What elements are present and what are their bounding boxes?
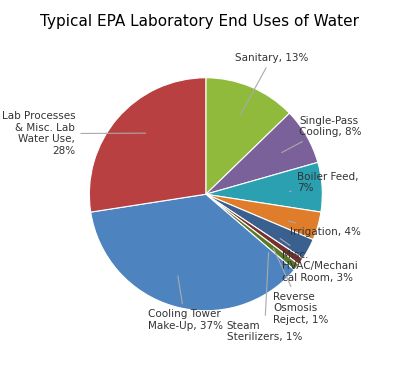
Wedge shape (206, 194, 321, 240)
Text: Steam
Sterilizers, 1%: Steam Sterilizers, 1% (227, 252, 302, 343)
Text: Single-Pass
Cooling, 8%: Single-Pass Cooling, 8% (282, 116, 362, 152)
Text: Lab Processes
& Misc. Lab
Water Use,
28%: Lab Processes & Misc. Lab Water Use, 28% (2, 111, 146, 156)
Wedge shape (206, 113, 318, 194)
Text: Misc.
HVAC/Mechani
cal Room, 3%: Misc. HVAC/Mechani cal Room, 3% (280, 239, 357, 283)
Wedge shape (91, 194, 294, 311)
Text: Irrigation, 4%: Irrigation, 4% (288, 221, 360, 236)
Wedge shape (206, 194, 303, 265)
Wedge shape (89, 78, 206, 212)
Wedge shape (206, 194, 313, 259)
Text: Sanitary, 13%: Sanitary, 13% (235, 53, 308, 115)
Text: Cooling Tower
Make-Up, 37%: Cooling Tower Make-Up, 37% (148, 276, 222, 331)
Text: Boiler Feed,
7%: Boiler Feed, 7% (290, 172, 358, 194)
Title: Typical EPA Laboratory End Uses of Water: Typical EPA Laboratory End Uses of Water (40, 14, 360, 29)
Wedge shape (206, 78, 290, 194)
Text: Reverse
Osmosis
Reject, 1%: Reverse Osmosis Reject, 1% (273, 248, 329, 325)
Wedge shape (206, 194, 299, 270)
Wedge shape (206, 162, 322, 212)
